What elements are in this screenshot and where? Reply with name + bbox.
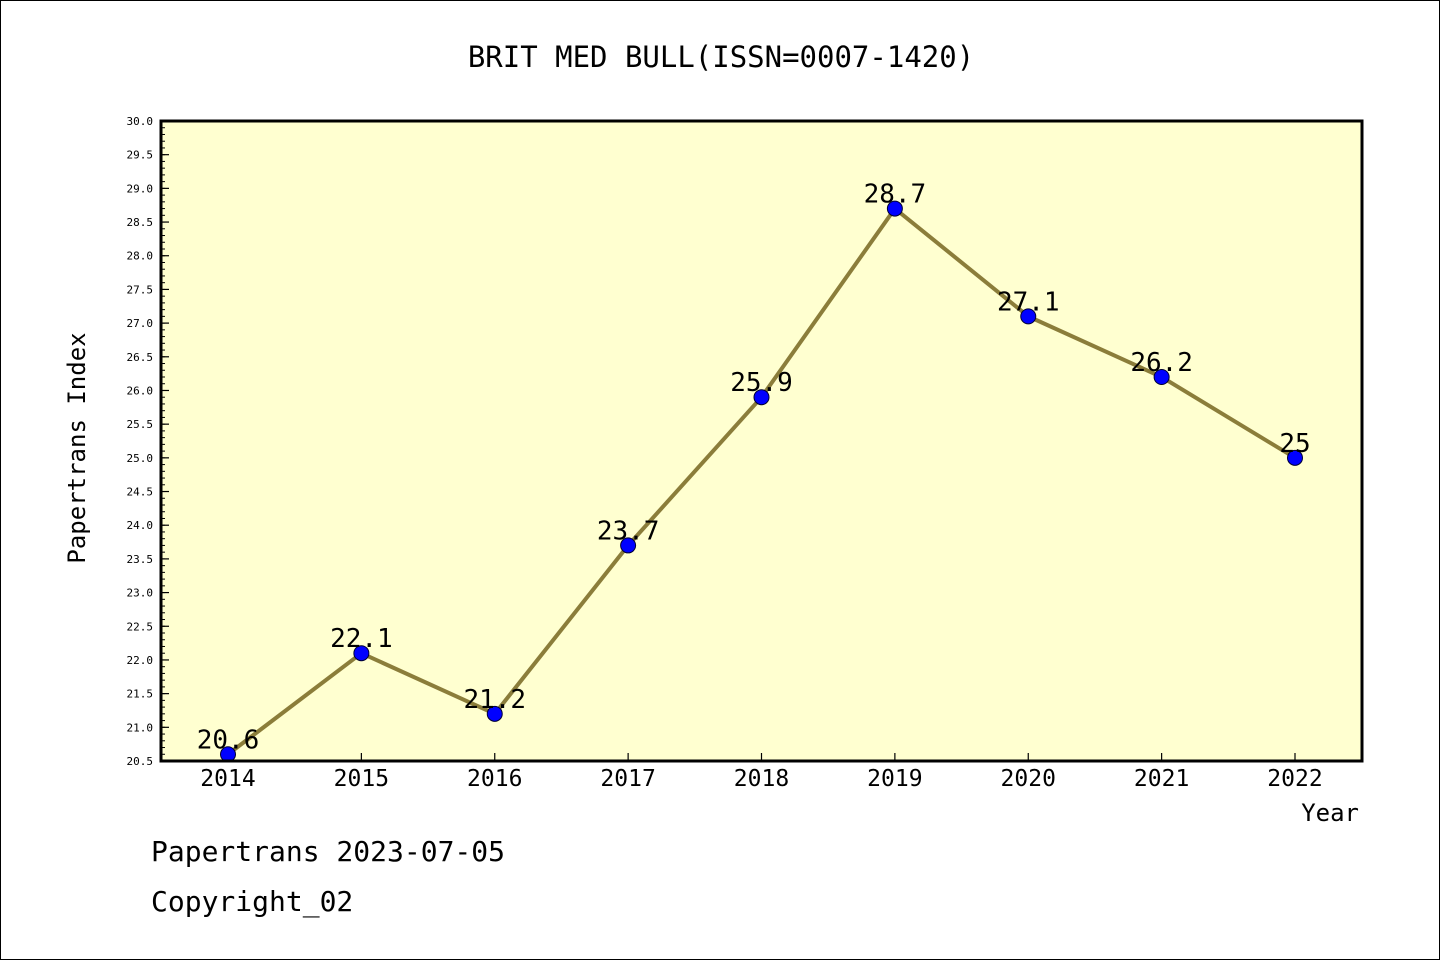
footer-date-text: Papertrans 2023-07-05 [151,835,506,868]
plot-area [161,121,1362,761]
y-tick-label: 22.0 [127,654,154,667]
y-tick-label: 30.0 [127,115,154,128]
data-label: 23.7 [597,516,660,546]
data-point [886,200,903,217]
data-point [353,645,370,662]
chart-title: BRIT MED BULL(ISSN=0007-1420) [468,40,974,74]
y-tick-label: 27.5 [127,283,154,296]
x-tick-label: 2019 [867,766,922,792]
y-tick-label: 28.0 [127,250,154,263]
data-label: 28.7 [864,180,927,210]
x-tick-label: 2020 [1001,766,1056,792]
data-label: 25 [1279,429,1310,459]
y-tick-label: 24.5 [127,486,154,499]
y-tick-label: 28.5 [127,216,154,229]
x-tick-label: 2016 [467,766,522,792]
x-tick-label: 2018 [734,766,789,792]
x-axis-label: Year [1301,799,1359,827]
y-tick-label: 25.5 [127,418,154,431]
y-tick-label: 29.0 [127,182,154,195]
y-tick-label: 22.5 [127,620,154,633]
x-tick-label: 2021 [1134,766,1189,792]
y-axis-label: Papertrans Index [63,332,91,563]
y-tick-label: 21.5 [127,688,154,701]
y-tick-label: 23.0 [127,587,154,600]
data-point [1020,308,1037,325]
y-tick-label: 27.0 [127,317,154,330]
y-tick-label: 26.0 [127,384,154,397]
y-tick-label: 24.0 [127,519,154,532]
y-tick-label: 29.5 [127,149,154,162]
data-point [753,389,770,406]
y-tick-label: 21.0 [127,721,154,734]
y-tick-label: 26.5 [127,351,154,364]
data-point [1153,369,1170,385]
data-label: 21.2 [463,685,526,715]
x-tick-label: 2014 [200,766,255,792]
x-axis: 2014 2015 2016 2017 2018 2019 2020 2021 2022 [200,753,1323,792]
x-tick-label: 2017 [600,766,655,792]
data-label: 20.6 [197,725,260,755]
data-label: 27.1 [997,287,1060,317]
data-label: 26.2 [1130,348,1193,378]
data-points [220,200,1303,763]
data-labels: 20.6 22.1 21.2 23.7 25.9 28.7 27.1 26.2 25 [197,180,1311,756]
x-tick-label: 2015 [334,766,389,792]
y-axis: 20.5 21.0 21.5 22.0 22.5 23.0 23.5 24.0 24.5 25.0… [127,115,169,768]
y-tick-label: 25.0 [127,452,154,465]
data-point [1287,449,1303,466]
data-point [620,537,637,554]
x-tick-label: 2022 [1267,766,1322,792]
footer-copyright-text: Copyright_02 [151,885,354,918]
data-label: 22.1 [330,624,393,654]
plot-frame [159,119,1364,763]
data-label: 25.9 [730,368,793,398]
y-tick-label: 23.5 [127,553,154,566]
data-point [486,705,503,722]
y-tick-label: 20.5 [127,755,154,768]
